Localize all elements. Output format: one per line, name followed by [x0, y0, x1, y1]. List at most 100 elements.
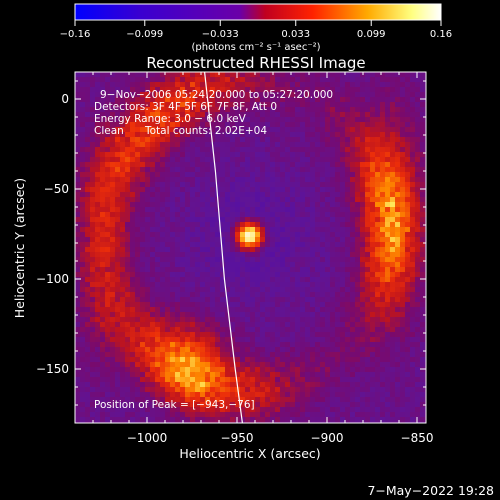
heatmap-cell	[100, 327, 106, 333]
heatmap-cell	[320, 162, 326, 168]
heatmap-cell	[120, 177, 126, 183]
heatmap-cell	[110, 262, 116, 268]
heatmap-cell	[75, 297, 81, 303]
heatmap-cell	[290, 292, 296, 298]
heatmap-cell	[105, 402, 111, 408]
heatmap-cell	[95, 167, 101, 173]
heatmap-cell	[320, 222, 326, 228]
heatmap-cell	[215, 127, 221, 133]
heatmap-cell	[125, 217, 131, 223]
heatmap-cell	[295, 72, 301, 78]
heatmap-cell	[290, 372, 296, 378]
heatmap-cell	[180, 287, 186, 293]
heatmap-cell	[360, 267, 366, 273]
heatmap-cell	[355, 242, 361, 248]
heatmap-cell	[175, 327, 181, 333]
heatmap-cell	[160, 322, 166, 328]
heatmap-cell	[95, 227, 101, 233]
heatmap-cell	[395, 112, 401, 118]
heatmap-cell	[200, 372, 206, 378]
heatmap-cell	[405, 317, 411, 323]
heatmap-cell	[160, 172, 166, 178]
heatmap-cell	[250, 327, 256, 333]
heatmap-cell	[295, 307, 301, 313]
heatmap-cell	[160, 257, 166, 263]
heatmap-cell	[285, 117, 291, 123]
heatmap-cell	[100, 257, 106, 263]
heatmap-cell	[120, 227, 126, 233]
heatmap-cell	[380, 147, 386, 153]
heatmap-cell	[390, 172, 396, 178]
heatmap-cell	[95, 142, 101, 148]
heatmap-cell	[130, 387, 136, 393]
heatmap-cell	[85, 312, 91, 318]
heatmap-cell	[335, 387, 341, 393]
heatmap-cell	[95, 302, 101, 308]
heatmap-cell	[380, 372, 386, 378]
heatmap-cell	[200, 292, 206, 298]
heatmap-cell	[270, 257, 276, 263]
heatmap-cell	[280, 382, 286, 388]
heatmap-cell	[85, 382, 91, 388]
heatmap-cell	[90, 252, 96, 258]
heatmap-cell	[400, 157, 406, 163]
heatmap-cell	[250, 387, 256, 393]
heatmap-cell	[100, 102, 106, 108]
heatmap-cell	[110, 87, 116, 93]
heatmap-cell	[85, 292, 91, 298]
heatmap-cell	[365, 417, 371, 423]
heatmap-cell	[410, 267, 416, 273]
heatmap-cell	[225, 107, 231, 113]
heatmap-cell	[370, 262, 376, 268]
heatmap-cell	[325, 82, 331, 88]
heatmap-cell	[225, 297, 231, 303]
heatmap-cell	[215, 257, 221, 263]
heatmap-cell	[170, 207, 176, 213]
heatmap-cell	[100, 292, 106, 298]
heatmap-cell	[315, 147, 321, 153]
heatmap-cell	[275, 367, 281, 373]
heatmap-cell	[180, 162, 186, 168]
heatmap-cell	[305, 372, 311, 378]
heatmap-cell	[355, 307, 361, 313]
heatmap-cell	[220, 297, 226, 303]
heatmap-cell	[365, 317, 371, 323]
heatmap-cell	[240, 317, 246, 323]
heatmap-cell	[285, 87, 291, 93]
heatmap-cell	[290, 217, 296, 223]
heatmap-cell	[285, 417, 291, 423]
heatmap-cell	[340, 107, 346, 113]
heatmap-cell	[175, 122, 181, 128]
heatmap-cell	[100, 252, 106, 258]
heatmap-cell	[350, 182, 356, 188]
heatmap-cell	[325, 387, 331, 393]
heatmap-cell	[145, 77, 151, 83]
heatmap-cell	[75, 117, 81, 123]
heatmap-cell	[230, 117, 236, 123]
heatmap-cell	[160, 402, 166, 408]
heatmap-cell	[210, 197, 216, 203]
heatmap-cell	[80, 162, 86, 168]
heatmap-cell	[260, 172, 266, 178]
heatmap-cell	[225, 157, 231, 163]
heatmap-cell	[285, 222, 291, 228]
heatmap-cell	[405, 72, 411, 78]
heatmap-cell	[390, 257, 396, 263]
heatmap-cell	[265, 312, 271, 318]
heatmap-cell	[415, 327, 421, 333]
heatmap-cell	[315, 137, 321, 143]
heatmap-cell	[105, 172, 111, 178]
heatmap-cell	[420, 202, 426, 208]
heatmap-cell	[90, 352, 96, 358]
heatmap-cell	[170, 387, 176, 393]
heatmap-cell	[175, 202, 181, 208]
heatmap-cell	[385, 242, 391, 248]
heatmap-cell	[175, 417, 181, 423]
heatmap-cell	[355, 72, 361, 78]
heatmap-cell	[95, 322, 101, 328]
heatmap-cell	[410, 397, 416, 403]
heatmap-cell	[270, 322, 276, 328]
heatmap-cell	[275, 137, 281, 143]
heatmap-cell	[255, 167, 261, 173]
heatmap-cell	[355, 317, 361, 323]
